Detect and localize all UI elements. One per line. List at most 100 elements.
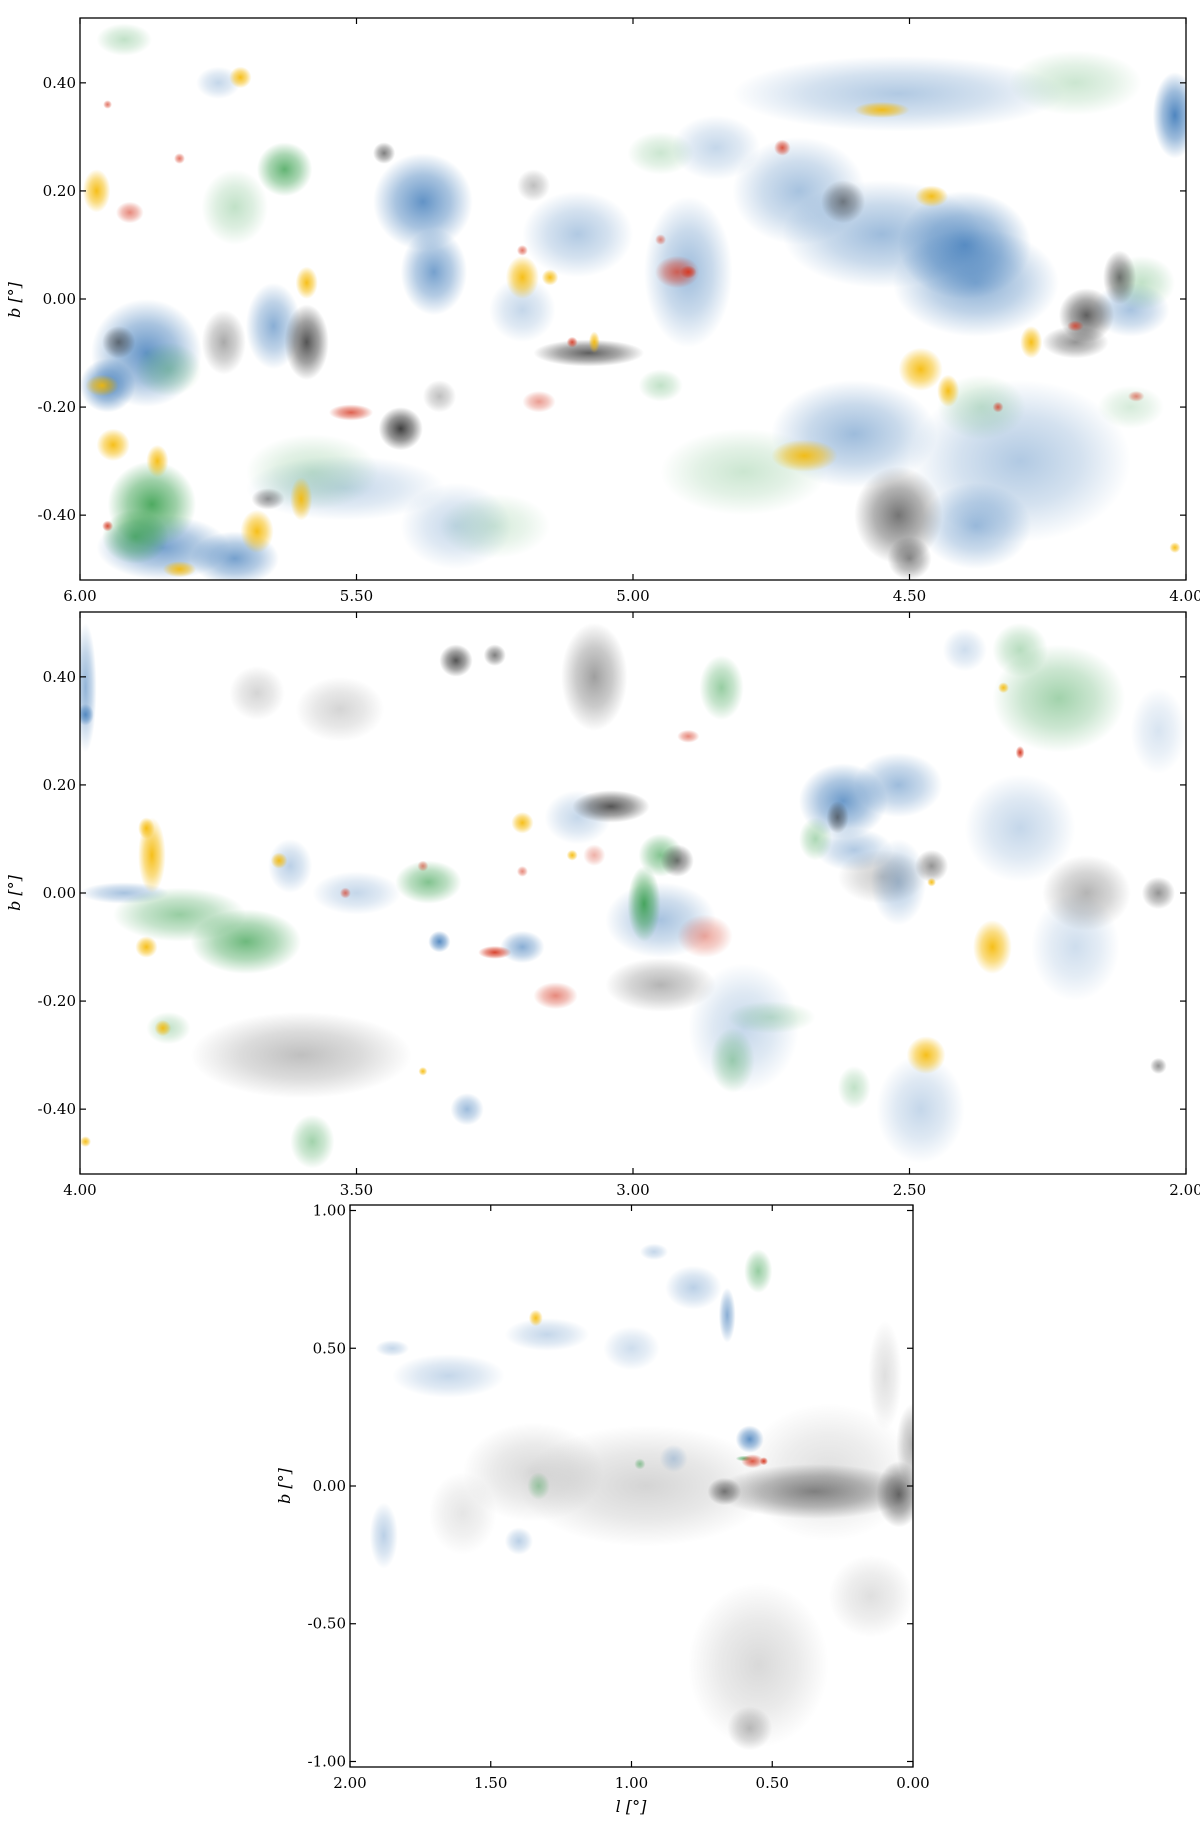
- black-emission-blob: [295, 676, 385, 742]
- black-emission-blob: [251, 488, 285, 510]
- y-tick-label: -0.20: [38, 398, 76, 416]
- blue-emission-blob: [369, 1502, 398, 1569]
- yellow-emission-blob: [998, 682, 1009, 694]
- x-tick-label: 1.50: [474, 1774, 507, 1792]
- y-tick-label: 0.50: [313, 1339, 346, 1357]
- green-emission-blob: [638, 369, 683, 402]
- green-emission-blob: [96, 23, 152, 56]
- blue-emission-blob: [268, 839, 313, 893]
- black-emission-blob: [887, 536, 932, 580]
- red-emission-blob: [655, 255, 700, 289]
- red-emission-blob: [1067, 320, 1084, 332]
- series-green: [527, 1249, 773, 1500]
- blue-emission-blob: [80, 703, 94, 726]
- green-emission-blob: [727, 1001, 816, 1034]
- yellow-emission-blob: [270, 852, 288, 869]
- series-red: [102, 100, 1145, 532]
- yellow-emission-blob: [566, 849, 578, 861]
- blue-emission-blob: [665, 1265, 722, 1310]
- yellow-emission-blob: [973, 920, 1012, 974]
- blue-emission-blob: [942, 628, 987, 672]
- blue-emission-blob: [500, 930, 545, 964]
- green-emission-blob: [395, 860, 462, 904]
- panel-3-ylabel: b [°]: [275, 1467, 294, 1504]
- black-emission-blob: [533, 339, 645, 367]
- green-emission-blob: [113, 887, 246, 942]
- blue-emission-blob: [522, 191, 633, 278]
- yellow-emission-blob: [162, 561, 197, 578]
- green-emission-blob: [102, 509, 169, 564]
- blue-emission-blob: [312, 871, 401, 915]
- yellow-emission-blob: [511, 812, 534, 834]
- yellow-emission-blob: [135, 936, 158, 958]
- yellow-emission-blob: [154, 1020, 172, 1037]
- x-tick-label: 1.00: [615, 1774, 648, 1792]
- series-yellow: [82, 66, 1181, 578]
- green-emission-blob: [627, 131, 694, 175]
- black-emission-blob: [422, 380, 457, 413]
- yellow-emission-blob: [528, 1309, 543, 1327]
- series-red: [339, 729, 1025, 1010]
- series-yellow: [80, 682, 1012, 1147]
- x-tick-label: 4.00: [63, 1181, 96, 1199]
- y-tick-label: 0.20: [43, 182, 76, 200]
- blue-emission-blob: [373, 153, 473, 251]
- yellow-emission-blob: [295, 266, 318, 299]
- yellow-emission-blob: [80, 1136, 91, 1147]
- x-tick-label: 2.00: [333, 1774, 366, 1792]
- green-emission-blob: [710, 1028, 755, 1093]
- red-emission-blob: [774, 139, 791, 156]
- black-emission-blob: [229, 666, 285, 721]
- green-emission-blob: [992, 622, 1048, 677]
- black-emission-blob: [572, 790, 650, 823]
- green-emission-blob: [245, 434, 379, 510]
- blue-emission-blob: [1152, 72, 1186, 159]
- x-tick-label: 6.00: [63, 587, 96, 605]
- black-emission-blob: [373, 142, 396, 164]
- yellow-emission-blob: [85, 374, 119, 397]
- red-emission-blob: [583, 844, 606, 866]
- y-tick-label: 0.00: [43, 884, 76, 902]
- green-emission-blob: [744, 1249, 773, 1294]
- red-emission-blob: [339, 887, 351, 899]
- y-tick-label: 1.00: [313, 1202, 346, 1220]
- green-emission-blob: [256, 142, 313, 197]
- blue-emission-blob: [392, 1353, 505, 1398]
- blue-emission-blob: [400, 228, 468, 316]
- series-black: [190, 622, 1175, 1099]
- panel-2-emission-map: [80, 622, 1186, 1169]
- yellow-emission-blob: [138, 817, 155, 839]
- black-emission-blob: [868, 1320, 902, 1431]
- blue-emission-blob: [735, 1425, 764, 1453]
- red-emission-blob: [655, 234, 667, 246]
- red-emission-blob: [680, 265, 697, 279]
- black-emission-blob: [1141, 876, 1175, 910]
- yellow-emission-blob: [418, 1067, 428, 1076]
- blue-emission-blob: [428, 930, 451, 953]
- x-tick-label: 3.50: [340, 1181, 373, 1199]
- yellow-emission-blob: [906, 1036, 946, 1074]
- panel-2: 4.00 3.50 3.00 2.50 2.00 0.40 0.20 0.00 -0.20 -0.…: [5, 611, 1200, 1199]
- y-tick-label: 0.00: [313, 1477, 346, 1495]
- black-emission-blob: [483, 644, 506, 666]
- x-tick-label: 4.50: [893, 587, 926, 605]
- black-emission-blob: [561, 622, 628, 731]
- black-emission-blob: [378, 407, 423, 451]
- y-tick-label: 0.20: [43, 776, 76, 794]
- red-emission-blob: [992, 401, 1004, 413]
- panel-1-ylabel: b [°]: [5, 281, 24, 318]
- yellow-emission-blob: [898, 347, 943, 391]
- blue-emission-blob: [671, 115, 761, 181]
- panel-3: 2.00 1.50 1.00 0.50 0.00 1.00 0.50 0.00 -0.50 -1.…: [275, 1202, 930, 1816]
- black-emission-blob: [687, 1582, 829, 1748]
- yellow-emission-blob: [229, 66, 252, 89]
- blue-emission-blob: [876, 1055, 965, 1164]
- panel-3-xlabel: l [°]: [616, 1797, 647, 1816]
- y-tick-label: 0.00: [43, 290, 76, 308]
- green-emission-blob: [627, 866, 661, 942]
- y-tick-label: -0.50: [308, 1615, 346, 1633]
- black-emission-blob: [915, 849, 949, 883]
- series-blue: [369, 1243, 764, 1569]
- green-emission-blob: [135, 342, 202, 397]
